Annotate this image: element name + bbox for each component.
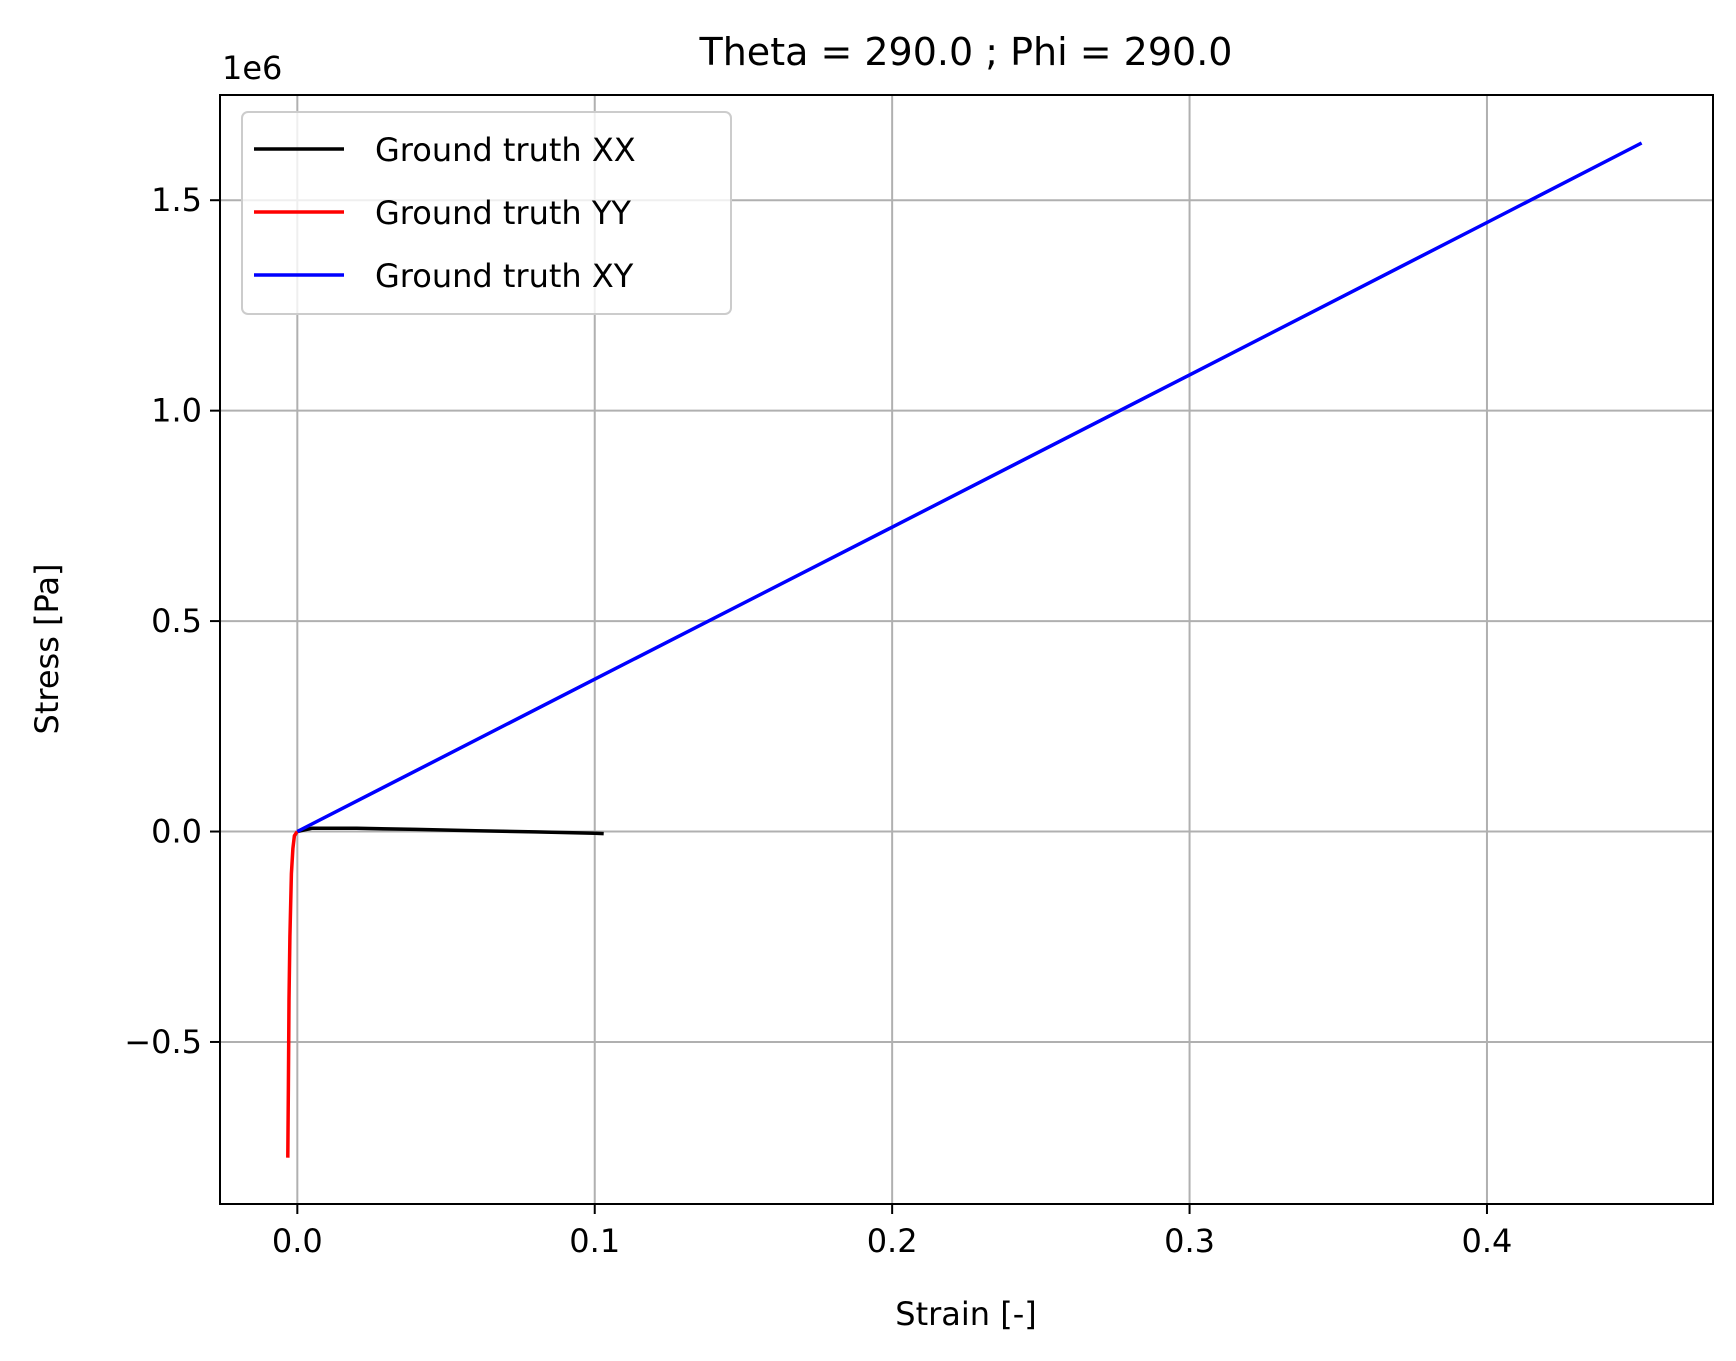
- legend-label-yy: Ground truth YY: [375, 194, 631, 232]
- grid: [220, 95, 1713, 1204]
- x-tick-label: 0.3: [1164, 1222, 1215, 1260]
- legend-label-xx: Ground truth XX: [375, 131, 636, 169]
- legend-label-xy: Ground truth XY: [375, 257, 634, 295]
- series-line-ground-truth-yy: [286, 830, 299, 1158]
- series-lines: [286, 141, 1643, 1158]
- x-tick-label: 0.4: [1462, 1222, 1513, 1260]
- legend-box: [241, 111, 732, 315]
- y-tick-label: 1.5: [151, 181, 202, 219]
- y-tick-label: 1.0: [151, 392, 202, 430]
- chart-title: Theta = 290.0 ; Phi = 290.0: [699, 30, 1233, 74]
- x-tick-label: 0.0: [272, 1222, 323, 1260]
- axis-ticks: 0.0 0.1 0.2 0.3 0.4 −0.5 0.0 0.5 1.0 1.5: [124, 181, 1512, 1260]
- y-tick-label: 0.0: [151, 813, 202, 851]
- y-axis-label: Stress [Pa]: [28, 564, 66, 735]
- series-line-ground-truth-xy: [296, 141, 1643, 834]
- x-tick-label: 0.2: [867, 1222, 918, 1260]
- y-scale-label: 1e6: [222, 49, 282, 87]
- x-tick-label: 0.1: [569, 1222, 620, 1260]
- x-axis-label: Strain [-]: [895, 1295, 1036, 1333]
- legend: Ground truth XX Ground truth YY Ground t…: [241, 111, 732, 315]
- y-tick-label: 0.5: [151, 602, 202, 640]
- y-tick-label: −0.5: [124, 1023, 202, 1061]
- plot-frame: [219, 94, 1714, 1205]
- series-line-ground-truth-xx: [296, 826, 604, 836]
